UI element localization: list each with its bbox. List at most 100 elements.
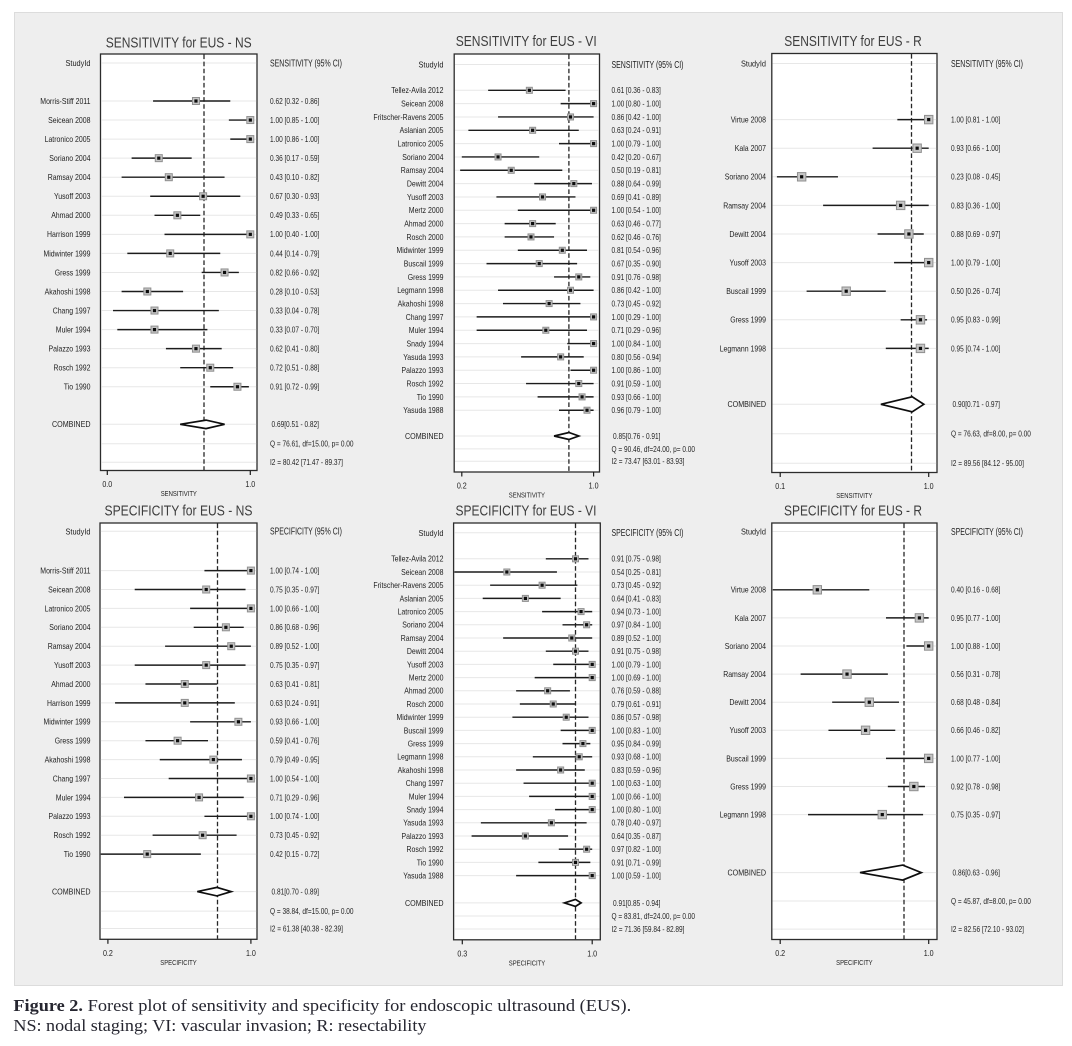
svg-text:Muler 1994: Muler 1994 — [409, 326, 444, 335]
svg-text:0.75 [0.35 - 0.97]: 0.75 [0.35 - 0.97] — [270, 585, 319, 594]
svg-text:StudyId: StudyId — [419, 528, 444, 538]
svg-text:0.86[0.63 - 0.96]: 0.86[0.63 - 0.96] — [953, 869, 1001, 878]
svg-text:0.91 [0.76 - 0.98]: 0.91 [0.76 - 0.98] — [612, 273, 661, 282]
svg-text:Latronico 2005: Latronico 2005 — [45, 135, 91, 144]
svg-text:COMBINED: COMBINED — [52, 887, 91, 897]
svg-text:SPECIFICITY (95% CI): SPECIFICITY (95% CI) — [951, 527, 1023, 538]
svg-text:SPECIFICITY for EUS - NS: SPECIFICITY for EUS - NS — [105, 503, 253, 519]
svg-text:1.00 [0.79 - 1.00]: 1.00 [0.79 - 1.00] — [612, 140, 661, 149]
svg-text:0.49 [0.33 - 0.65]: 0.49 [0.33 - 0.65] — [270, 211, 319, 220]
svg-text:0.61 [0.36 - 0.83]: 0.61 [0.36 - 0.83] — [612, 86, 661, 95]
svg-text:SENSITIVITY for EUS - R: SENSITIVITY for EUS - R — [784, 34, 922, 50]
svg-text:0.62 [0.32 - 0.86]: 0.62 [0.32 - 0.86] — [270, 97, 319, 106]
svg-text:SENSITIVITY for EUS - VI: SENSITIVITY for EUS - VI — [456, 34, 597, 50]
svg-text:NS: nodal staging; VI: vascula: NS: nodal staging; VI: vascular invasion… — [13, 1016, 426, 1035]
svg-text:1.00 [0.80 - 1.00]: 1.00 [0.80 - 1.00] — [612, 100, 661, 109]
svg-text:0.91 [0.75 - 0.98]: 0.91 [0.75 - 0.98] — [612, 647, 661, 656]
svg-text:1.00 [0.88 - 1.00]: 1.00 [0.88 - 1.00] — [951, 642, 1000, 651]
svg-text:Chang 1997: Chang 1997 — [406, 313, 444, 322]
svg-text:0.92 [0.78 - 0.98]: 0.92 [0.78 - 0.98] — [951, 782, 1000, 791]
svg-text:Ahmad 2000: Ahmad 2000 — [404, 687, 444, 696]
svg-text:Gress 1999: Gress 1999 — [730, 782, 766, 791]
svg-text:Palazzo 1993: Palazzo 1993 — [402, 832, 444, 841]
svg-text:0.42 [0.20 - 0.67]: 0.42 [0.20 - 0.67] — [612, 153, 661, 162]
svg-text:Harrison 1999: Harrison 1999 — [47, 230, 91, 239]
svg-text:Muler 1994: Muler 1994 — [56, 326, 91, 335]
svg-text:SPECIFICITY: SPECIFICITY — [509, 958, 546, 967]
svg-text:SPECIFICITY (95% CI): SPECIFICITY (95% CI) — [270, 527, 342, 538]
svg-text:0.83 [0.36 - 1.00]: 0.83 [0.36 - 1.00] — [951, 201, 1000, 210]
svg-text:Rosch 1992: Rosch 1992 — [407, 845, 444, 854]
svg-text:Yusoff 2003: Yusoff 2003 — [730, 726, 767, 735]
svg-text:Fritscher-Ravens 2005: Fritscher-Ravens 2005 — [373, 581, 443, 590]
svg-text:Chang 1997: Chang 1997 — [406, 779, 444, 788]
svg-text:Ahmad 2000: Ahmad 2000 — [404, 220, 444, 229]
svg-text:Aslanian 2005: Aslanian 2005 — [400, 594, 444, 603]
svg-text:Snady 1994: Snady 1994 — [407, 340, 444, 349]
svg-text:I2 = 61.38 [40.38 - 82.39]: I2 = 61.38 [40.38 - 82.39] — [270, 924, 343, 933]
svg-text:Palazzo 1993: Palazzo 1993 — [402, 366, 444, 375]
svg-text:Yusoff 2003: Yusoff 2003 — [407, 660, 444, 669]
svg-text:Dewitt 2004: Dewitt 2004 — [729, 230, 766, 239]
svg-text:StudyId: StudyId — [741, 527, 766, 537]
svg-text:Q = 76.63, df=8.00, p= 0.00: Q = 76.63, df=8.00, p= 0.00 — [951, 430, 1031, 439]
svg-text:Palazzo 1993: Palazzo 1993 — [49, 345, 91, 354]
svg-text:Buscail 1999: Buscail 1999 — [726, 287, 766, 296]
svg-text:0.3: 0.3 — [457, 948, 467, 958]
svg-text:Figure 2.: Figure 2. — [13, 996, 83, 1015]
svg-text:Akahoshi 1998: Akahoshi 1998 — [45, 287, 91, 296]
svg-text:0.95 [0.77 - 1.00]: 0.95 [0.77 - 1.00] — [951, 614, 1000, 623]
svg-text:0.28 [0.10 - 0.53]: 0.28 [0.10 - 0.53] — [270, 287, 319, 296]
svg-text:0.50 [0.19 - 0.81]: 0.50 [0.19 - 0.81] — [612, 166, 661, 175]
svg-text:1.00 [0.86 - 1.00]: 1.00 [0.86 - 1.00] — [612, 366, 661, 375]
svg-text:Kala 2007: Kala 2007 — [735, 144, 767, 153]
svg-text:Rosch 1992: Rosch 1992 — [54, 831, 91, 840]
svg-text:COMBINED: COMBINED — [52, 419, 91, 429]
svg-text:1.00 [0.74 - 1.00]: 1.00 [0.74 - 1.00] — [270, 567, 319, 576]
svg-text:0.69 [0.41 - 0.89]: 0.69 [0.41 - 0.89] — [612, 193, 661, 202]
svg-text:0.56 [0.31 - 0.78]: 0.56 [0.31 - 0.78] — [951, 670, 1000, 679]
svg-text:StudyId: StudyId — [419, 60, 444, 70]
svg-text:0.42 [0.15 - 0.72]: 0.42 [0.15 - 0.72] — [270, 850, 319, 859]
svg-text:Seicean 2008: Seicean 2008 — [48, 116, 91, 125]
svg-text:0.67 [0.30 - 0.93]: 0.67 [0.30 - 0.93] — [270, 192, 319, 201]
svg-text:Rosch 2000: Rosch 2000 — [407, 700, 444, 709]
svg-text:Yusoff 2003: Yusoff 2003 — [730, 259, 767, 268]
svg-text:Tio 1990: Tio 1990 — [64, 850, 91, 859]
svg-text:StudyId: StudyId — [66, 58, 91, 68]
svg-text:0.40 [0.16 - 0.68]: 0.40 [0.16 - 0.68] — [951, 586, 1000, 595]
svg-text:Legmann 1998: Legmann 1998 — [720, 811, 767, 820]
svg-text:Q = 83.81, df=24.00, p= 0.00: Q = 83.81, df=24.00, p= 0.00 — [612, 912, 696, 921]
svg-text:Latronico 2005: Latronico 2005 — [45, 604, 91, 613]
svg-text:0.85[0.76 - 0.91]: 0.85[0.76 - 0.91] — [613, 432, 661, 441]
svg-text:Midwinter 1999: Midwinter 1999 — [397, 246, 444, 255]
svg-text:Forest plot of sensitivity and: Forest plot of sensitivity and specifici… — [88, 996, 632, 1015]
svg-text:0.73 [0.45 - 0.92]: 0.73 [0.45 - 0.92] — [612, 581, 661, 590]
svg-text:0.50 [0.26 - 0.74]: 0.50 [0.26 - 0.74] — [951, 287, 1000, 296]
svg-text:Morris-Stiff 2011: Morris-Stiff 2011 — [40, 97, 91, 106]
svg-text:Rosch 1992: Rosch 1992 — [54, 364, 91, 373]
svg-text:SENSITIVITY (95% CI): SENSITIVITY (95% CI) — [612, 60, 684, 71]
svg-text:1.00 [0.85 - 1.00]: 1.00 [0.85 - 1.00] — [270, 116, 319, 125]
svg-text:0.72 [0.51 - 0.88]: 0.72 [0.51 - 0.88] — [270, 364, 319, 373]
svg-text:Latronico 2005: Latronico 2005 — [398, 608, 444, 617]
svg-text:Dewitt 2004: Dewitt 2004 — [407, 647, 444, 656]
svg-text:0.64 [0.35 - 0.87]: 0.64 [0.35 - 0.87] — [612, 832, 661, 841]
svg-text:SPECIFICITY for EUS - R: SPECIFICITY for EUS - R — [784, 504, 922, 520]
svg-text:COMBINED: COMBINED — [405, 898, 444, 908]
svg-text:0.36 [0.17 - 0.59]: 0.36 [0.17 - 0.59] — [270, 154, 319, 163]
svg-text:0.73 [0.45 - 0.92]: 0.73 [0.45 - 0.92] — [270, 831, 319, 840]
svg-text:Ramsay 2004: Ramsay 2004 — [401, 634, 444, 643]
svg-text:1.0: 1.0 — [924, 481, 934, 491]
svg-text:0.90[0.71 - 0.97]: 0.90[0.71 - 0.97] — [953, 400, 1001, 409]
svg-text:0.63 [0.46 - 0.77]: 0.63 [0.46 - 0.77] — [612, 220, 661, 229]
svg-text:0.95 [0.74 - 1.00]: 0.95 [0.74 - 1.00] — [951, 344, 1000, 353]
svg-text:Legmann 1998: Legmann 1998 — [397, 286, 444, 295]
svg-text:Q = 38.84, df=15.00, p= 0.00: Q = 38.84, df=15.00, p= 0.00 — [270, 907, 354, 916]
svg-text:1.0: 1.0 — [589, 481, 599, 491]
svg-text:Buscail 1999: Buscail 1999 — [726, 754, 766, 763]
svg-text:0.64 [0.41 - 0.83]: 0.64 [0.41 - 0.83] — [612, 594, 661, 603]
svg-text:Mertz 2000: Mertz 2000 — [409, 206, 444, 215]
svg-text:0.2: 0.2 — [457, 481, 467, 491]
svg-text:Midwinter 1999: Midwinter 1999 — [44, 718, 91, 727]
